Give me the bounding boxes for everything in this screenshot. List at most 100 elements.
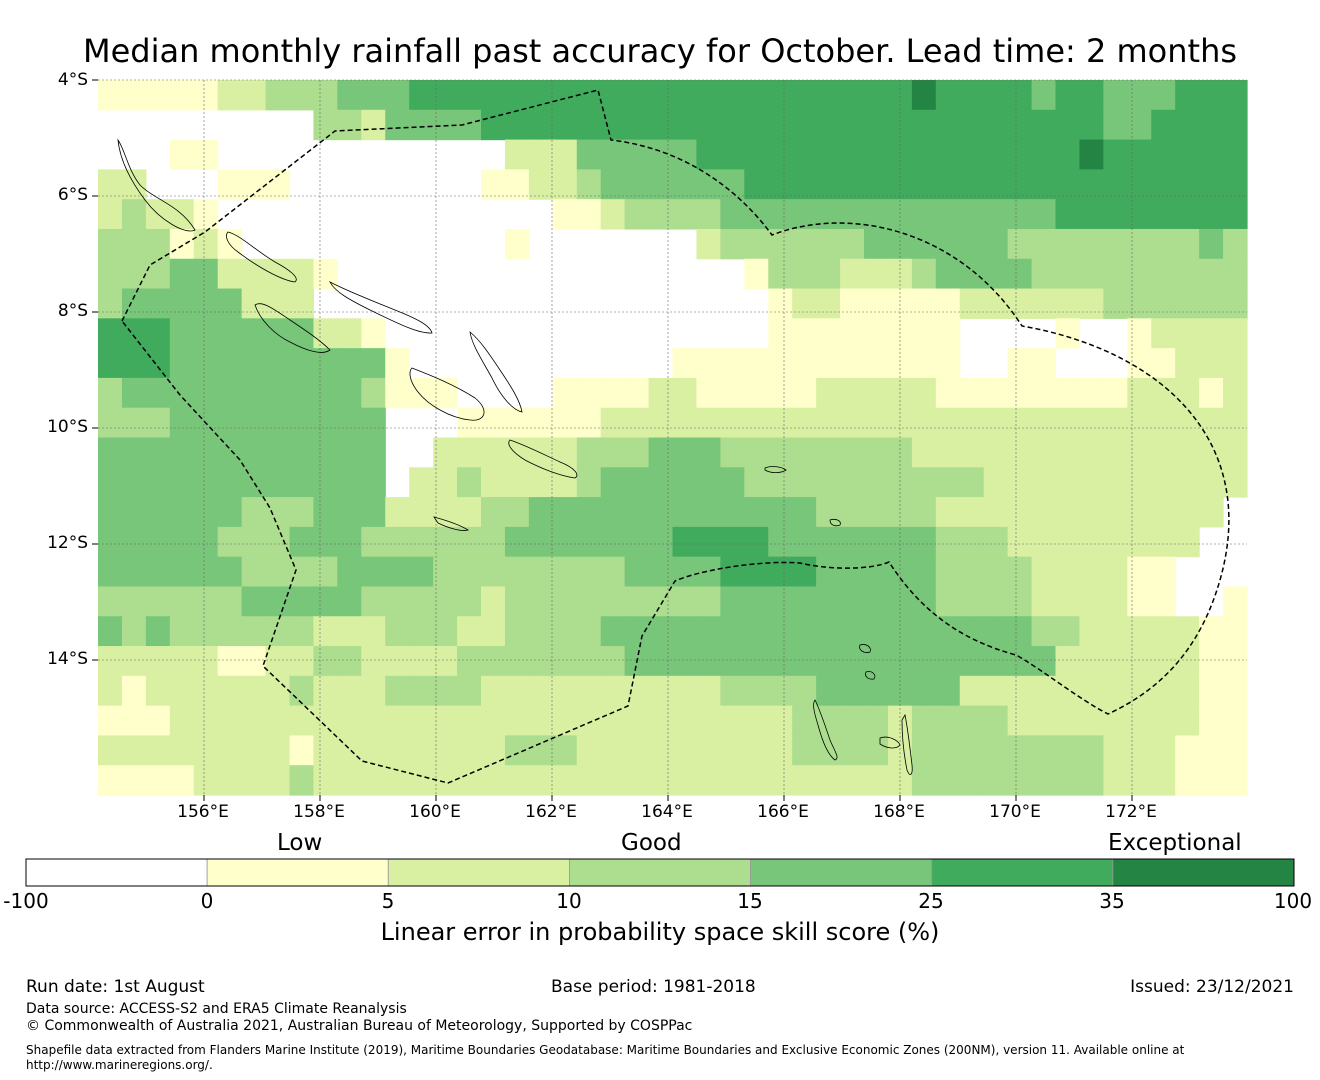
- skill-cell: [816, 675, 841, 707]
- skill-cell: [792, 318, 817, 349]
- skill-cell: [289, 467, 315, 498]
- skill-cell: [552, 377, 578, 409]
- skill-cell: [576, 497, 602, 528]
- skill-cell: [768, 556, 793, 588]
- skill-cell: [1223, 765, 1248, 796]
- skill-cell: [193, 526, 219, 558]
- skill-cell: [816, 497, 841, 528]
- skill-cell: [1151, 407, 1176, 439]
- lon-label-168e: 168°E: [873, 802, 925, 822]
- skill-cell: [1127, 467, 1152, 498]
- skill-cell: [385, 735, 410, 766]
- skill-cell: [864, 258, 889, 290]
- skill-cell: [504, 407, 530, 439]
- skill-cell: [840, 526, 865, 558]
- skill-cell: [1031, 646, 1057, 677]
- skill-cell: [1199, 258, 1224, 290]
- skill-cell: [289, 348, 315, 379]
- skill-cell: [361, 318, 386, 349]
- skill-cell: [600, 616, 626, 647]
- skill-cell: [576, 169, 602, 200]
- lon-label-156e: 156°E: [177, 802, 229, 822]
- skill-cell: [1055, 109, 1081, 141]
- skill-cell: [959, 139, 985, 170]
- skill-cell: [504, 526, 530, 558]
- skill-cell: [409, 556, 434, 588]
- skill-cell: [696, 526, 721, 558]
- skill-cell: [361, 497, 386, 528]
- skill-cell: [481, 467, 506, 498]
- skill-cell: [409, 109, 434, 141]
- colorbar-segment: [206, 858, 389, 887]
- skill-cell: [1007, 377, 1033, 409]
- skill-cell: [911, 526, 937, 558]
- skill-cell: [1103, 139, 1128, 170]
- skill-cell: [624, 497, 650, 528]
- skill-cell: [145, 258, 171, 290]
- skill-cell: [1007, 169, 1033, 200]
- skill-cell: [672, 675, 698, 707]
- skill-cell: [145, 526, 171, 558]
- skill-cell: [241, 169, 267, 200]
- skill-cell: [385, 526, 410, 558]
- skill-cell: [1127, 765, 1152, 796]
- skill-cell: [385, 109, 410, 141]
- skill-cell: [217, 705, 243, 737]
- skill-cell: [289, 526, 315, 558]
- skill-cell: [1199, 377, 1224, 409]
- skill-cell: [1223, 616, 1248, 647]
- skill-cell: [145, 646, 171, 677]
- island-banks: [859, 644, 871, 653]
- skill-cell: [289, 556, 315, 588]
- skill-cell: [744, 497, 769, 528]
- skill-cell: [792, 348, 817, 379]
- skill-cell: [457, 467, 482, 498]
- skill-cell: [98, 377, 123, 409]
- skill-cell: [983, 616, 1009, 647]
- skill-cell: [1007, 80, 1033, 111]
- skill-cell: [792, 109, 817, 141]
- skill-cell: [768, 586, 793, 617]
- skill-cell: [648, 705, 674, 737]
- skill-cell: [648, 199, 674, 230]
- skill-cell: [792, 526, 817, 558]
- skill-cell: [169, 675, 195, 707]
- skill-cell: [648, 467, 674, 498]
- skill-cell: [720, 497, 745, 528]
- skill-cell: [1151, 318, 1176, 349]
- skill-cell: [1031, 705, 1057, 737]
- skill-cell: [1103, 80, 1128, 111]
- colorbar-tick-10: 10: [556, 889, 582, 913]
- skill-cell: [840, 258, 865, 290]
- skill-cell: [193, 765, 219, 796]
- skill-cell: [337, 616, 362, 647]
- skill-cell: [864, 616, 889, 647]
- skill-cell: [169, 497, 195, 528]
- skill-cell: [816, 169, 841, 200]
- skill-cell: [121, 377, 147, 409]
- skill-cell: [600, 735, 626, 766]
- skill-cell: [433, 586, 458, 617]
- skill-cell: [576, 586, 602, 617]
- skill-cell: [385, 586, 410, 617]
- skill-cell: [624, 586, 650, 617]
- skill-cell: [385, 675, 410, 707]
- skill-cell: [1175, 258, 1200, 290]
- skill-cell: [816, 407, 841, 439]
- skill-cell: [1223, 109, 1248, 141]
- skill-cell: [983, 80, 1009, 111]
- skill-cell: [792, 288, 817, 319]
- skill-cell: [840, 139, 865, 170]
- skill-cell: [648, 109, 674, 141]
- skill-cell: [1175, 228, 1200, 260]
- skill-cell: [289, 407, 315, 439]
- skill-cell: [1151, 705, 1176, 737]
- skill-cell: [217, 288, 243, 319]
- skill-cell: [241, 407, 267, 439]
- skill-cell: [1151, 646, 1176, 677]
- skill-cell: [481, 705, 506, 737]
- skill-cell: [983, 228, 1009, 260]
- skill-cell: [696, 139, 721, 170]
- skill-cell: [1127, 377, 1152, 409]
- skill-cell: [864, 318, 889, 349]
